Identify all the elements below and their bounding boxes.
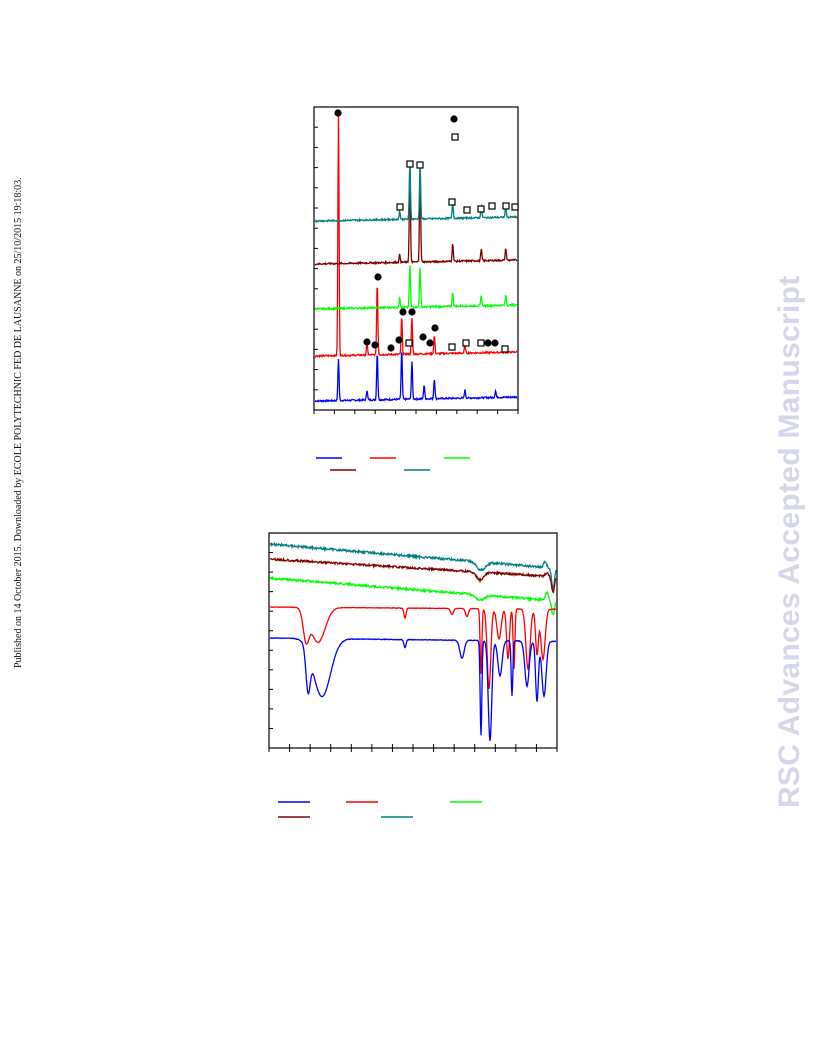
xrd-phase-dot-marker [426,339,434,347]
xrd-phase-square-marker [416,161,424,169]
xrd-phase-dot-marker [374,273,382,281]
xrd-phase-square-marker [406,160,414,168]
xrd-phase-dot-marker [419,333,427,341]
xrd-series-teal [314,162,518,223]
xrd-phase-square-marker [462,339,470,347]
xrd-phase-square-marker [396,203,404,211]
xrd-phase-square-marker [502,202,510,210]
xrd-legend [316,457,470,471]
xrd-series-group [314,115,518,403]
xrd-phase-square-marker [488,202,496,210]
ftir-series-blue [270,637,557,741]
ftir-series-teal [269,541,557,592]
xrd-phase-square-marker [501,345,509,353]
xrd-phase-square-marker [511,203,519,211]
xrd-phase-square-marker [448,343,456,351]
xrd-series-blue [314,352,518,403]
xrd-phase-dot-marker [431,324,439,332]
xrd-phase-square-marker [463,206,471,214]
xrd-series-green [314,265,518,312]
xrd-phase-dot-marker [399,308,407,316]
xrd-phase-dot-marker [491,339,499,347]
ftir-ticks [268,532,558,752]
xrd-phase-square-marker [477,205,485,213]
xrd-phase-dot-marker [450,115,458,123]
xrd-plot-frame [313,106,519,411]
xrd-phase-square-marker [448,198,456,206]
xrd-phase-dot-marker [395,336,403,344]
xrd-phase-square-marker [477,339,485,347]
xrd-chart [313,106,519,471]
ftir-series-darkred [269,556,557,594]
xrd-series-darkred [314,166,518,266]
xrd-phase-square-marker [405,339,413,347]
ftir-series-green [269,575,557,617]
xrd-phase-dot-marker [484,339,492,347]
ftir-chart [268,532,558,818]
ftir-series-red [269,606,557,689]
xrd-phase-dot-marker [363,338,371,346]
xrd-phase-square-marker [451,133,459,141]
ftir-legend [278,801,482,818]
xrd-phase-dot-marker [334,109,342,117]
xrd-phase-dot-marker [408,308,416,316]
xrd-phase-dot-marker [371,341,379,349]
xrd-series-red [314,115,518,359]
ftir-series-group [269,541,557,741]
xrd-markers-group [334,109,519,353]
xrd-phase-dot-marker [387,344,395,352]
